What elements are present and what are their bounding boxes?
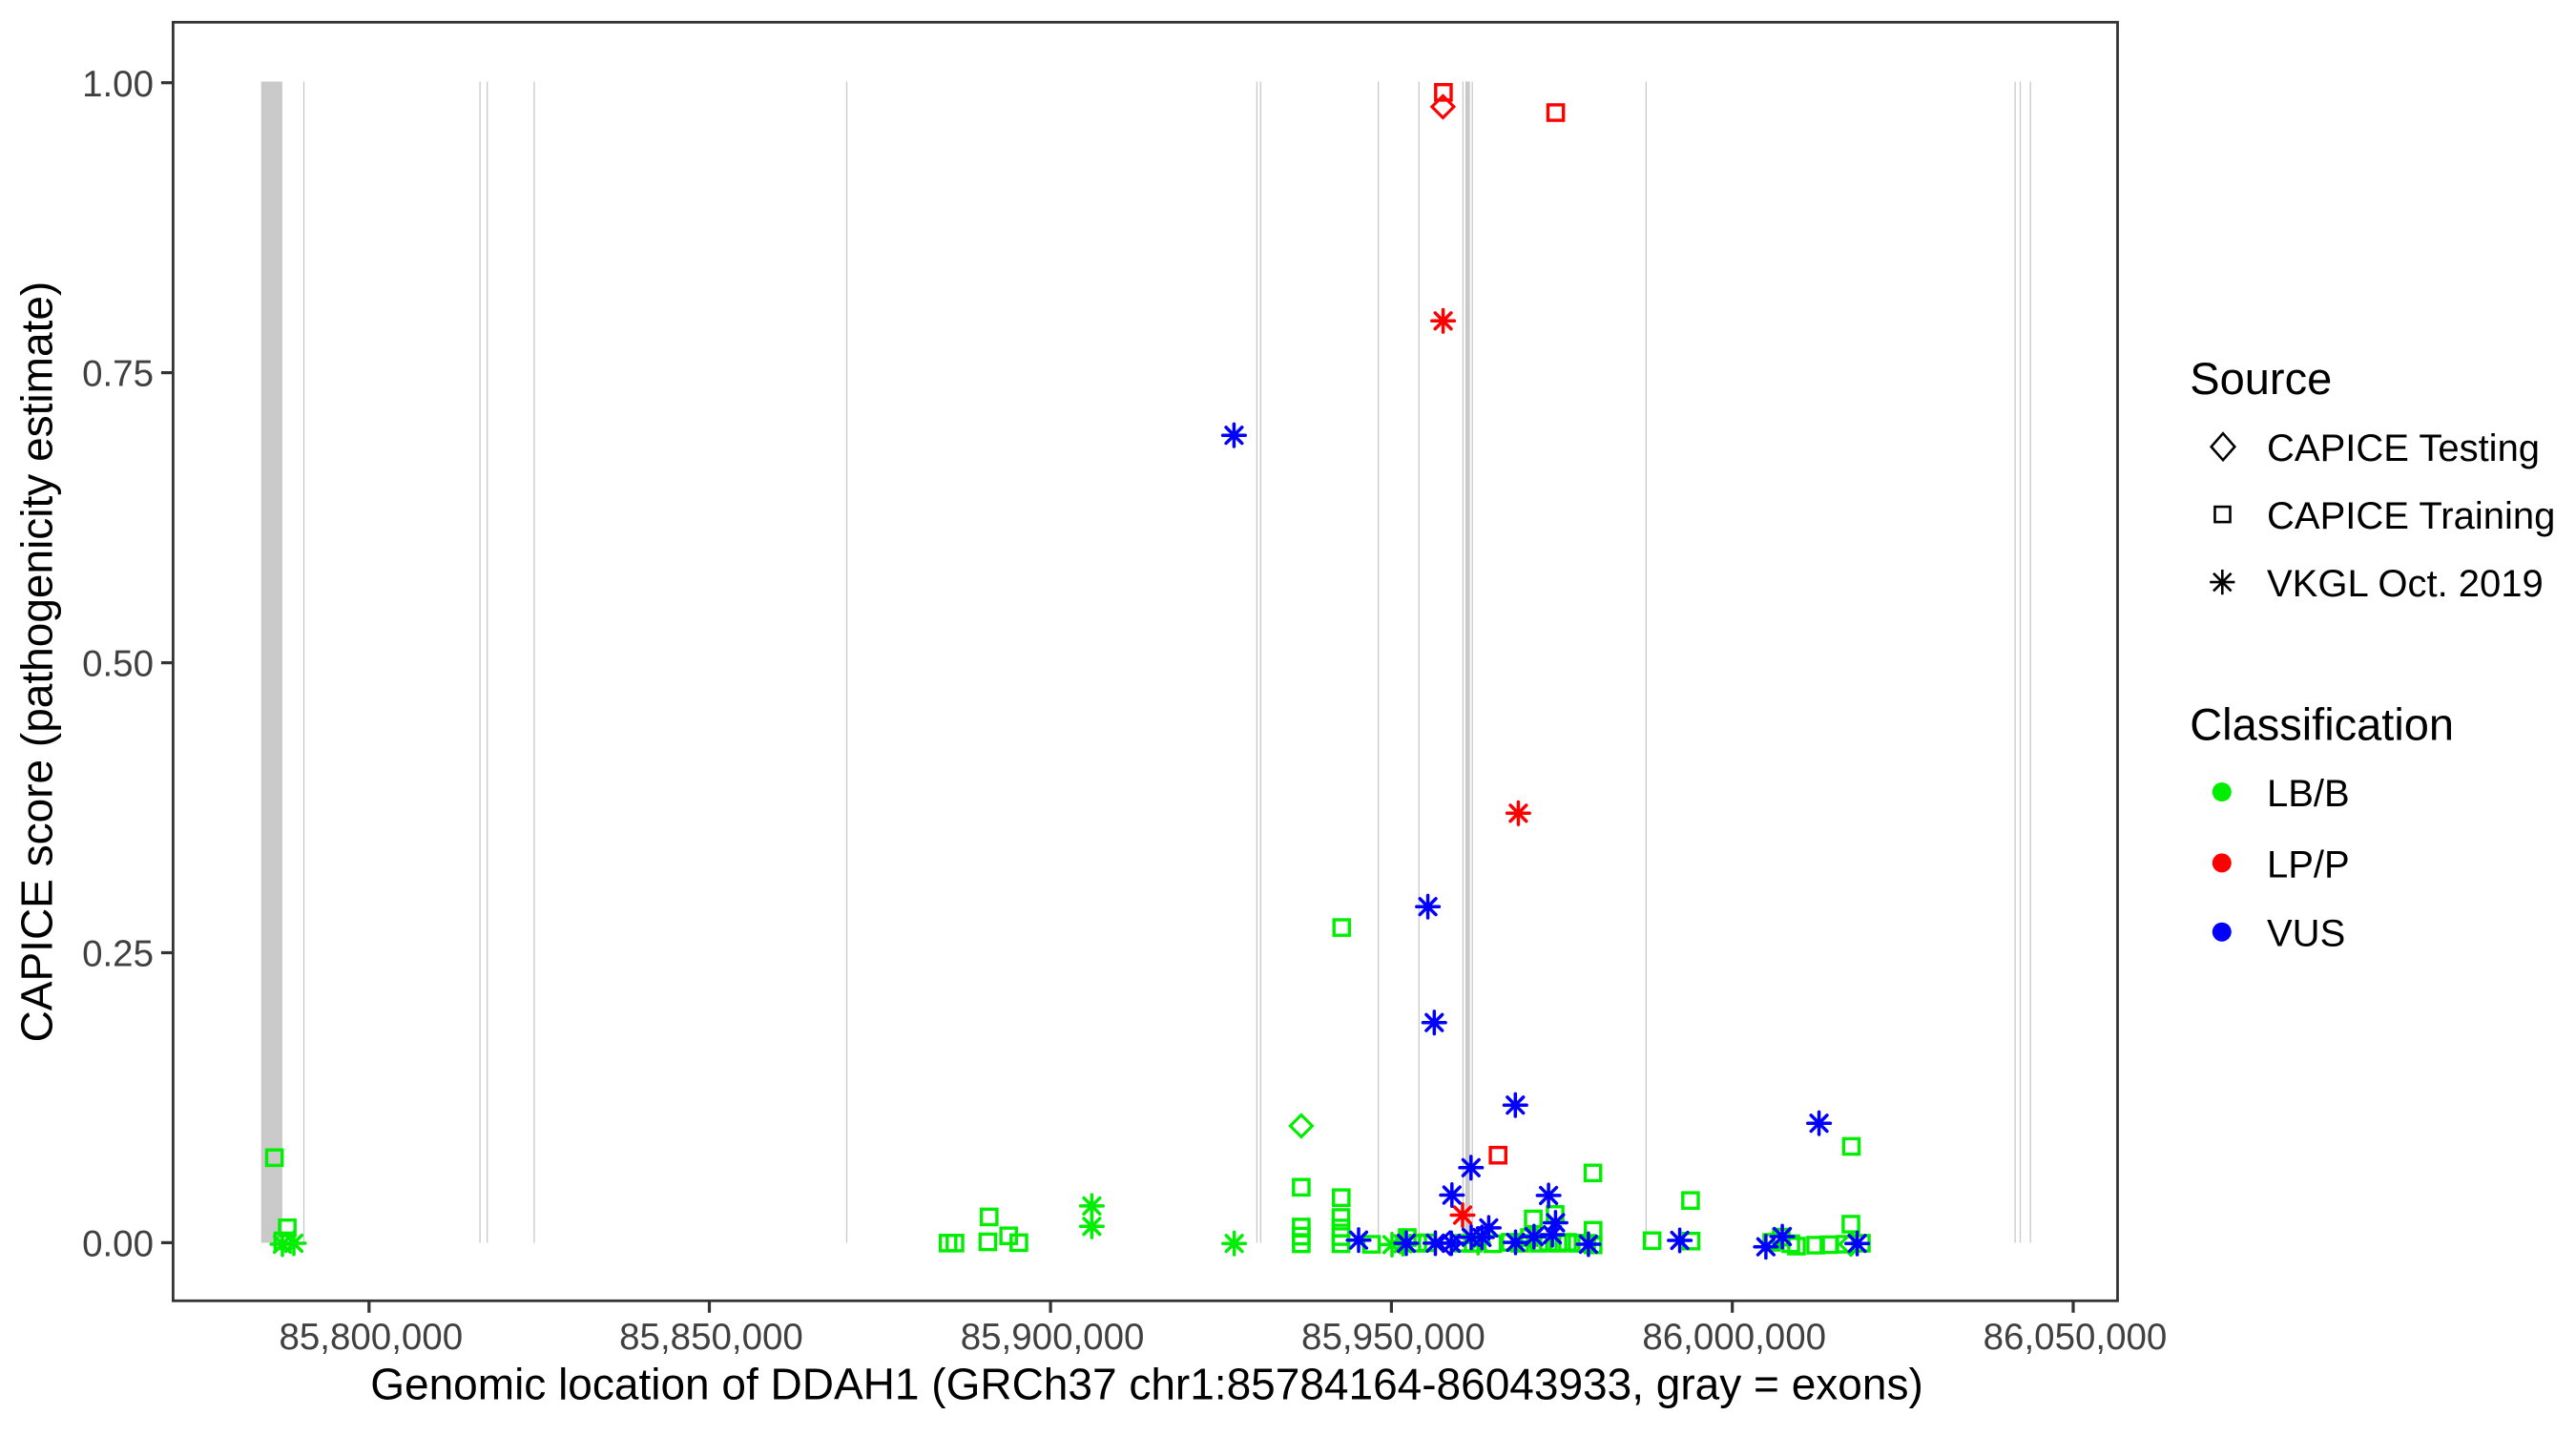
svg-text:86,050,000: 86,050,000 bbox=[1984, 1317, 2168, 1358]
svg-text:85,950,000: 85,950,000 bbox=[1301, 1317, 1485, 1358]
svg-text:1.00: 1.00 bbox=[82, 64, 154, 105]
svg-text:Classification: Classification bbox=[2190, 699, 2454, 750]
svg-text:86,000,000: 86,000,000 bbox=[1642, 1317, 1826, 1358]
svg-text:VUS: VUS bbox=[2267, 913, 2345, 955]
svg-text:LP/P: LP/P bbox=[2267, 843, 2350, 885]
svg-text:85,800,000: 85,800,000 bbox=[279, 1317, 463, 1358]
svg-text:Genomic location of DDAH1 (GRC: Genomic location of DDAH1 (GRCh37 chr1:8… bbox=[370, 1360, 1923, 1409]
svg-text:LB/B: LB/B bbox=[2267, 773, 2350, 815]
svg-text:85,850,000: 85,850,000 bbox=[619, 1317, 803, 1358]
svg-text:0.25: 0.25 bbox=[82, 934, 154, 975]
svg-text:Source: Source bbox=[2190, 353, 2332, 404]
svg-text:CAPICE score (pathogenicity es: CAPICE score (pathogenicity estimate) bbox=[12, 281, 62, 1043]
svg-text:CAPICE Testing: CAPICE Testing bbox=[2267, 427, 2540, 469]
svg-text:0.50: 0.50 bbox=[82, 644, 154, 685]
svg-text:0.00: 0.00 bbox=[82, 1224, 154, 1265]
svg-text:CAPICE Training: CAPICE Training bbox=[2267, 495, 2555, 537]
svg-text:0.75: 0.75 bbox=[82, 354, 154, 395]
svg-text:85,900,000: 85,900,000 bbox=[961, 1317, 1145, 1358]
svg-text:VKGL Oct. 2019: VKGL Oct. 2019 bbox=[2267, 563, 2544, 605]
